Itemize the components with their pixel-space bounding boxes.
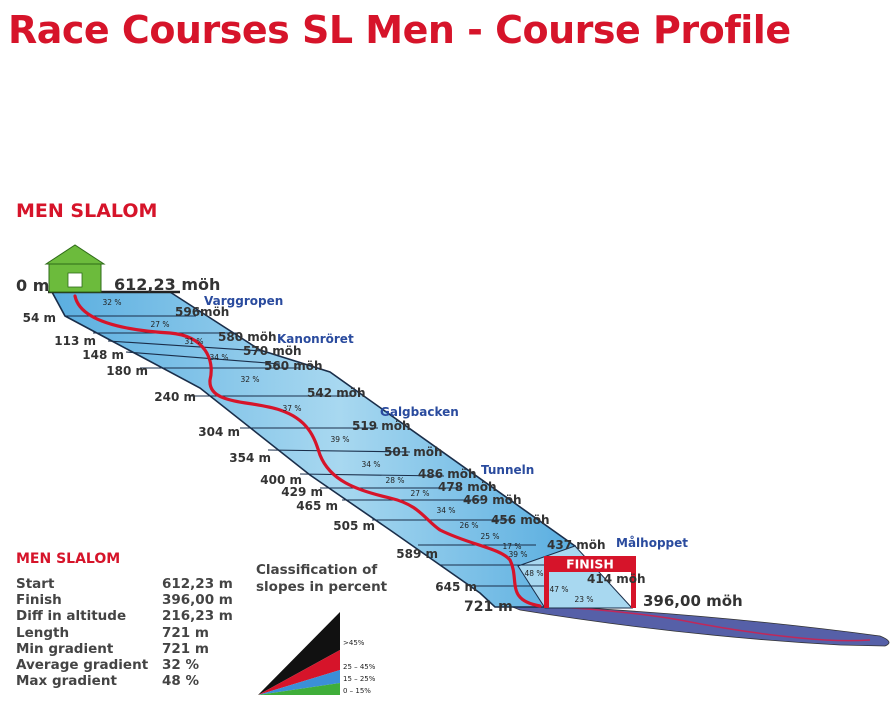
stats-label: Average gradient xyxy=(16,657,149,674)
stats-row: Min gradient 721 m xyxy=(16,641,233,657)
section-line xyxy=(267,449,411,453)
slope-percent-label: 27 % xyxy=(410,489,429,498)
altitude-marker: 596möh xyxy=(175,305,229,319)
course-line xyxy=(73,294,542,608)
legend-label: 15 – 25% xyxy=(343,675,376,683)
section-title: MEN SLALOM xyxy=(16,200,158,222)
stats-panel: MEN SLALOM Start 612,23 m Finish 396,00 m Di… xyxy=(16,551,246,689)
sector-label: Målhoppet xyxy=(616,536,688,550)
slope-percent-label: 32 % xyxy=(240,375,259,384)
stats-value: 721 m xyxy=(162,640,209,657)
stats-value: 32 % xyxy=(162,657,200,674)
slope-percent-label: 39 % xyxy=(330,435,349,444)
distance-marker: 505 m xyxy=(333,519,375,533)
classification-title: Classification of slopes in percent xyxy=(256,562,388,595)
slope-percent-label: 47 % xyxy=(549,585,568,594)
stats-label: Finish xyxy=(16,592,62,609)
altitude-marker: 486 möh xyxy=(418,467,477,481)
slope-percent-label: 34 % xyxy=(436,506,455,515)
section-line xyxy=(299,473,445,477)
finish-altitude-label: 396,00 möh xyxy=(643,592,743,610)
stats-row: Average gradient 32 % xyxy=(16,657,233,673)
start-house xyxy=(44,244,106,293)
distance-marker: 589 m xyxy=(396,547,438,561)
section-line xyxy=(107,340,263,352)
distance-marker: 304 m xyxy=(198,425,240,439)
stats-label: Start xyxy=(16,576,55,592)
slope-percent-label: 48 % xyxy=(524,569,543,578)
altitude-marker: 570 möh xyxy=(243,344,302,358)
distance-marker: 429 m xyxy=(281,485,323,499)
stats-value: 721 m xyxy=(162,624,209,641)
legend-label: 25 – 45% xyxy=(343,663,376,671)
stats-row: Length 721 m xyxy=(16,625,233,641)
finish-banner: FINISH xyxy=(566,557,614,572)
slope-percent-label: 37 % xyxy=(282,404,301,413)
page-title: Race Courses SL Men - Course Profile xyxy=(8,8,791,52)
run-out-area xyxy=(504,603,890,647)
distance-marker: 148 m xyxy=(82,348,124,362)
slope-percent-label: 23 % xyxy=(574,595,593,604)
slope-percent-label: 34 % xyxy=(361,460,380,469)
altitude-marker: 456 möh xyxy=(491,513,550,527)
slope-surface xyxy=(50,291,577,608)
stats-value: 396,00 m xyxy=(162,592,233,609)
altitude-marker: 580 möh xyxy=(218,330,277,344)
slope-percent-label: 27 % xyxy=(150,320,169,329)
sector-label: Galgbacken xyxy=(380,405,459,419)
distance-marker: 180 m xyxy=(106,364,148,378)
legend-label: 0 – 15% xyxy=(343,687,371,695)
altitude-marker: 501 möh xyxy=(384,445,443,459)
sector-label: Tunneln xyxy=(481,463,534,477)
distance-marker: 354 m xyxy=(229,451,271,465)
altitude-marker: 478 möh xyxy=(438,480,497,494)
altitude-marker: 414 möh xyxy=(587,572,646,586)
slope-percent-label: 32 % xyxy=(102,298,121,307)
distance-marker: 240 m xyxy=(154,390,196,404)
stats-value: 48 % xyxy=(162,673,200,690)
stats-row: Max gradient 48 % xyxy=(16,673,233,689)
stats-label: Min gradient xyxy=(16,640,114,657)
slope-percent-label: 26 % xyxy=(459,521,478,530)
distance-marker: 645 m xyxy=(435,580,477,594)
stats-label: Length xyxy=(16,624,70,641)
slope-percent-label: 28 % xyxy=(385,476,404,485)
start-distance-label: 0 m xyxy=(16,276,49,295)
stats-label: Diff in altitude xyxy=(16,608,127,625)
sector-label: Varggropen xyxy=(204,294,283,308)
stats-label: Max gradient xyxy=(16,673,117,690)
stats-row: Start 612,23 m xyxy=(16,576,233,592)
slope-percent-label: 25 % xyxy=(480,532,499,541)
finish-gate: FINISH xyxy=(544,556,636,608)
stats-table: Start 612,23 m Finish 396,00 m Diff in altit… xyxy=(16,576,233,689)
altitude-marker: 437 möh xyxy=(547,538,606,552)
altitude-marker: 542 möh xyxy=(307,386,366,400)
start-altitude-label: 612,23 möh xyxy=(114,275,220,294)
slope-classification: Classification of slopes in percent xyxy=(256,562,406,596)
stats-row: Finish 396,00 m xyxy=(16,592,233,608)
distance-marker: 400 m xyxy=(260,473,302,487)
section-line xyxy=(125,351,281,365)
slope-percent-label: 34 % xyxy=(209,353,228,362)
slope-percent-label: 17 % xyxy=(502,542,521,551)
finish-distance-label: 721 m xyxy=(464,599,513,615)
altitude-marker: 560 möh xyxy=(264,359,323,373)
distance-marker: 113 m xyxy=(54,334,96,348)
stats-title: MEN SLALOM xyxy=(16,551,121,567)
altitude-marker: 519 möh xyxy=(352,419,411,433)
stats-value: 612,23 m xyxy=(162,576,233,592)
slope-percent-label: 39 % xyxy=(508,550,527,559)
stats-value: 216,23 m xyxy=(162,608,233,625)
slope-percent-label: 31 % xyxy=(184,337,203,346)
distance-marker: 54 m xyxy=(23,311,56,325)
altitude-marker: 469 möh xyxy=(463,493,522,507)
sector-label: Kanonröret xyxy=(277,332,354,346)
distance-marker: 465 m xyxy=(296,499,338,513)
stats-row: Diff in altitude 216,23 m xyxy=(16,608,233,624)
legend-label: >45% xyxy=(343,639,365,647)
